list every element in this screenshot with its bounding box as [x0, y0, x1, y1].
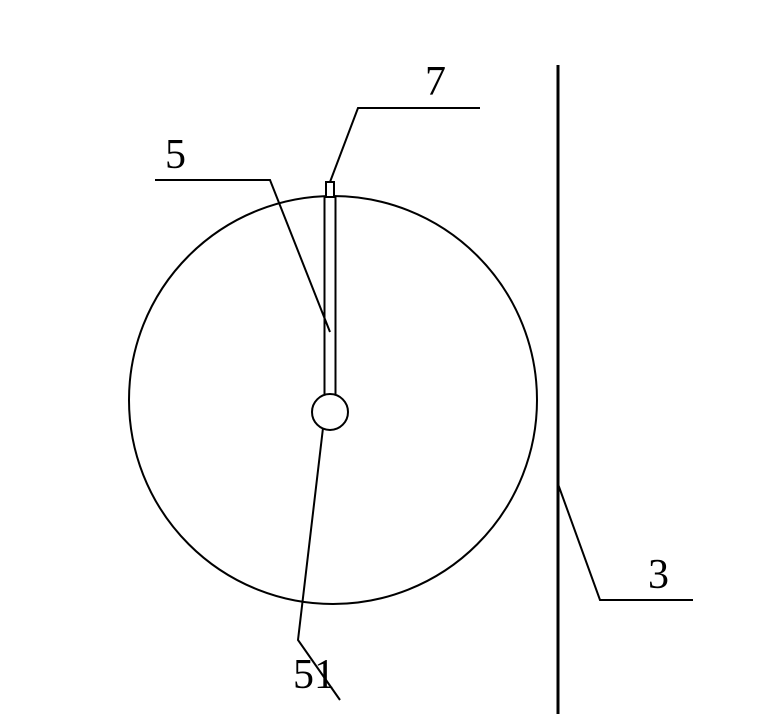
leader-3 [558, 484, 693, 600]
leader-7 [330, 108, 480, 182]
leaders [155, 108, 693, 700]
leader-5 [155, 180, 330, 332]
label-5: 5 [165, 132, 186, 178]
hub-circle [312, 394, 348, 430]
label-7: 7 [425, 59, 446, 105]
peg [326, 182, 334, 197]
label-3: 3 [648, 552, 669, 598]
spoke-bar [325, 197, 336, 395]
label-51: 51 [293, 652, 335, 698]
